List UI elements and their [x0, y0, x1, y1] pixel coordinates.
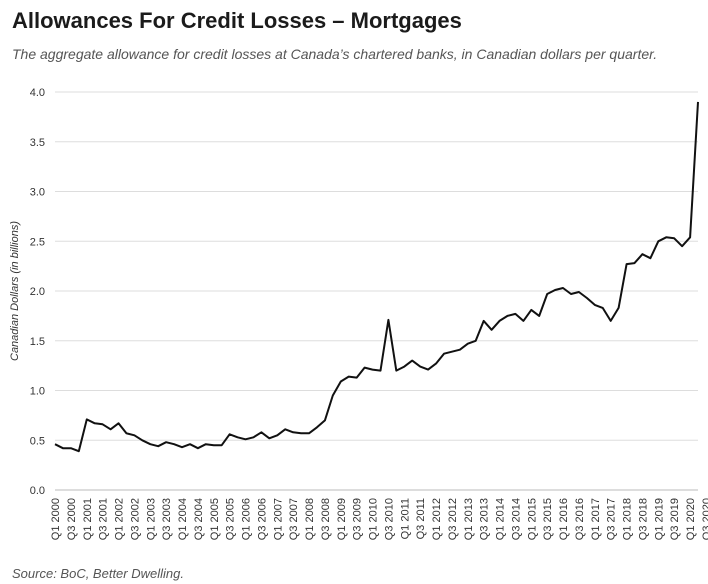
x-tick-label: Q3 2014 [510, 498, 522, 540]
x-tick-label: Q1 2014 [495, 498, 507, 540]
y-tick-label: 3.5 [30, 137, 45, 149]
chart-title: Allowances For Credit Losses – Mortgages [12, 8, 462, 33]
x-tick-label: Q3 2000 [66, 498, 78, 540]
x-tick-label: Q3 2001 [98, 498, 110, 540]
x-tick-label: Q1 2012 [431, 498, 443, 540]
gridlines [55, 91, 698, 491]
x-tick-label: Q1 2020 [685, 498, 697, 540]
x-tick-label: Q1 2007 [272, 498, 284, 540]
x-tick-label: Q3 2009 [352, 498, 364, 540]
series-line [54, 101, 699, 453]
x-tick-label: Q3 2020 [701, 498, 708, 540]
y-tick-label: 4.0 [30, 87, 45, 99]
y-tick-label: 0.0 [30, 485, 45, 497]
x-tick-label: Q1 2016 [558, 498, 570, 540]
chart-subtitle: The aggregate allowance for credit losse… [12, 46, 658, 62]
x-tick-label: Q1 2003 [145, 498, 157, 540]
y-tick-label: 3.0 [30, 187, 45, 199]
x-tick-label: Q3 2005 [225, 498, 237, 540]
y-axis-label: Canadian Dollars (in billions) [9, 221, 21, 361]
x-tick-label: Q1 2005 [209, 498, 221, 540]
y-tick-label: 1.5 [30, 336, 45, 348]
x-tick-label: Q3 2002 [129, 498, 141, 540]
x-axis-ticks: Q1 2000 Q3 2000 Q1 2001 Q3 2001 Q1 2002 Q3 20… [50, 498, 708, 540]
x-tick-label: Q3 2004 [193, 498, 205, 540]
x-tick-label: Q3 2011 [415, 498, 427, 539]
y-tick-label: 2.5 [30, 236, 45, 248]
x-tick-label: Q1 2017 [590, 498, 602, 540]
source-note: Source: BoC, Better Dwelling. [12, 566, 184, 581]
x-tick-label: Q1 2018 [622, 498, 634, 540]
x-tick-label: Q1 2008 [304, 498, 316, 540]
x-tick-label: Q3 2012 [447, 498, 459, 540]
x-tick-label: Q3 2003 [161, 498, 173, 540]
series-group [54, 101, 699, 453]
x-tick-label: Q1 2006 [241, 498, 253, 540]
x-tick-label: Q1 2011 [399, 498, 411, 539]
y-tick-label: 1.0 [30, 386, 45, 398]
x-tick-label: Q3 2007 [288, 498, 300, 540]
x-tick-label: Q1 2004 [177, 498, 189, 540]
x-tick-label: Q3 2006 [256, 498, 268, 540]
x-tick-label: Q1 2000 [50, 498, 62, 540]
y-tick-label: 0.5 [30, 435, 45, 447]
x-tick-label: Q3 2008 [320, 498, 332, 540]
x-tick-label: Q1 2001 [82, 498, 94, 540]
x-tick-label: Q3 2015 [542, 498, 554, 540]
x-tick-label: Q1 2009 [336, 498, 348, 540]
x-tick-label: Q3 2017 [606, 498, 618, 540]
x-tick-label: Q1 2002 [114, 498, 126, 540]
y-axis-ticks: 0.0 0.5 1.0 1.5 2.0 2.5 3.0 3.5 4.0 [30, 87, 45, 497]
x-tick-label: Q1 2019 [653, 498, 665, 540]
x-tick-label: Q1 2013 [463, 498, 475, 540]
x-tick-label: Q3 2010 [383, 498, 395, 540]
x-tick-label: Q1 2015 [526, 498, 538, 540]
x-tick-label: Q3 2019 [669, 498, 681, 540]
x-tick-label: Q3 2013 [479, 498, 491, 540]
x-tick-label: Q1 2010 [368, 498, 380, 540]
y-tick-label: 2.0 [30, 286, 45, 298]
x-tick-label: Q3 2018 [637, 498, 649, 540]
x-tick-label: Q3 2016 [574, 498, 586, 540]
